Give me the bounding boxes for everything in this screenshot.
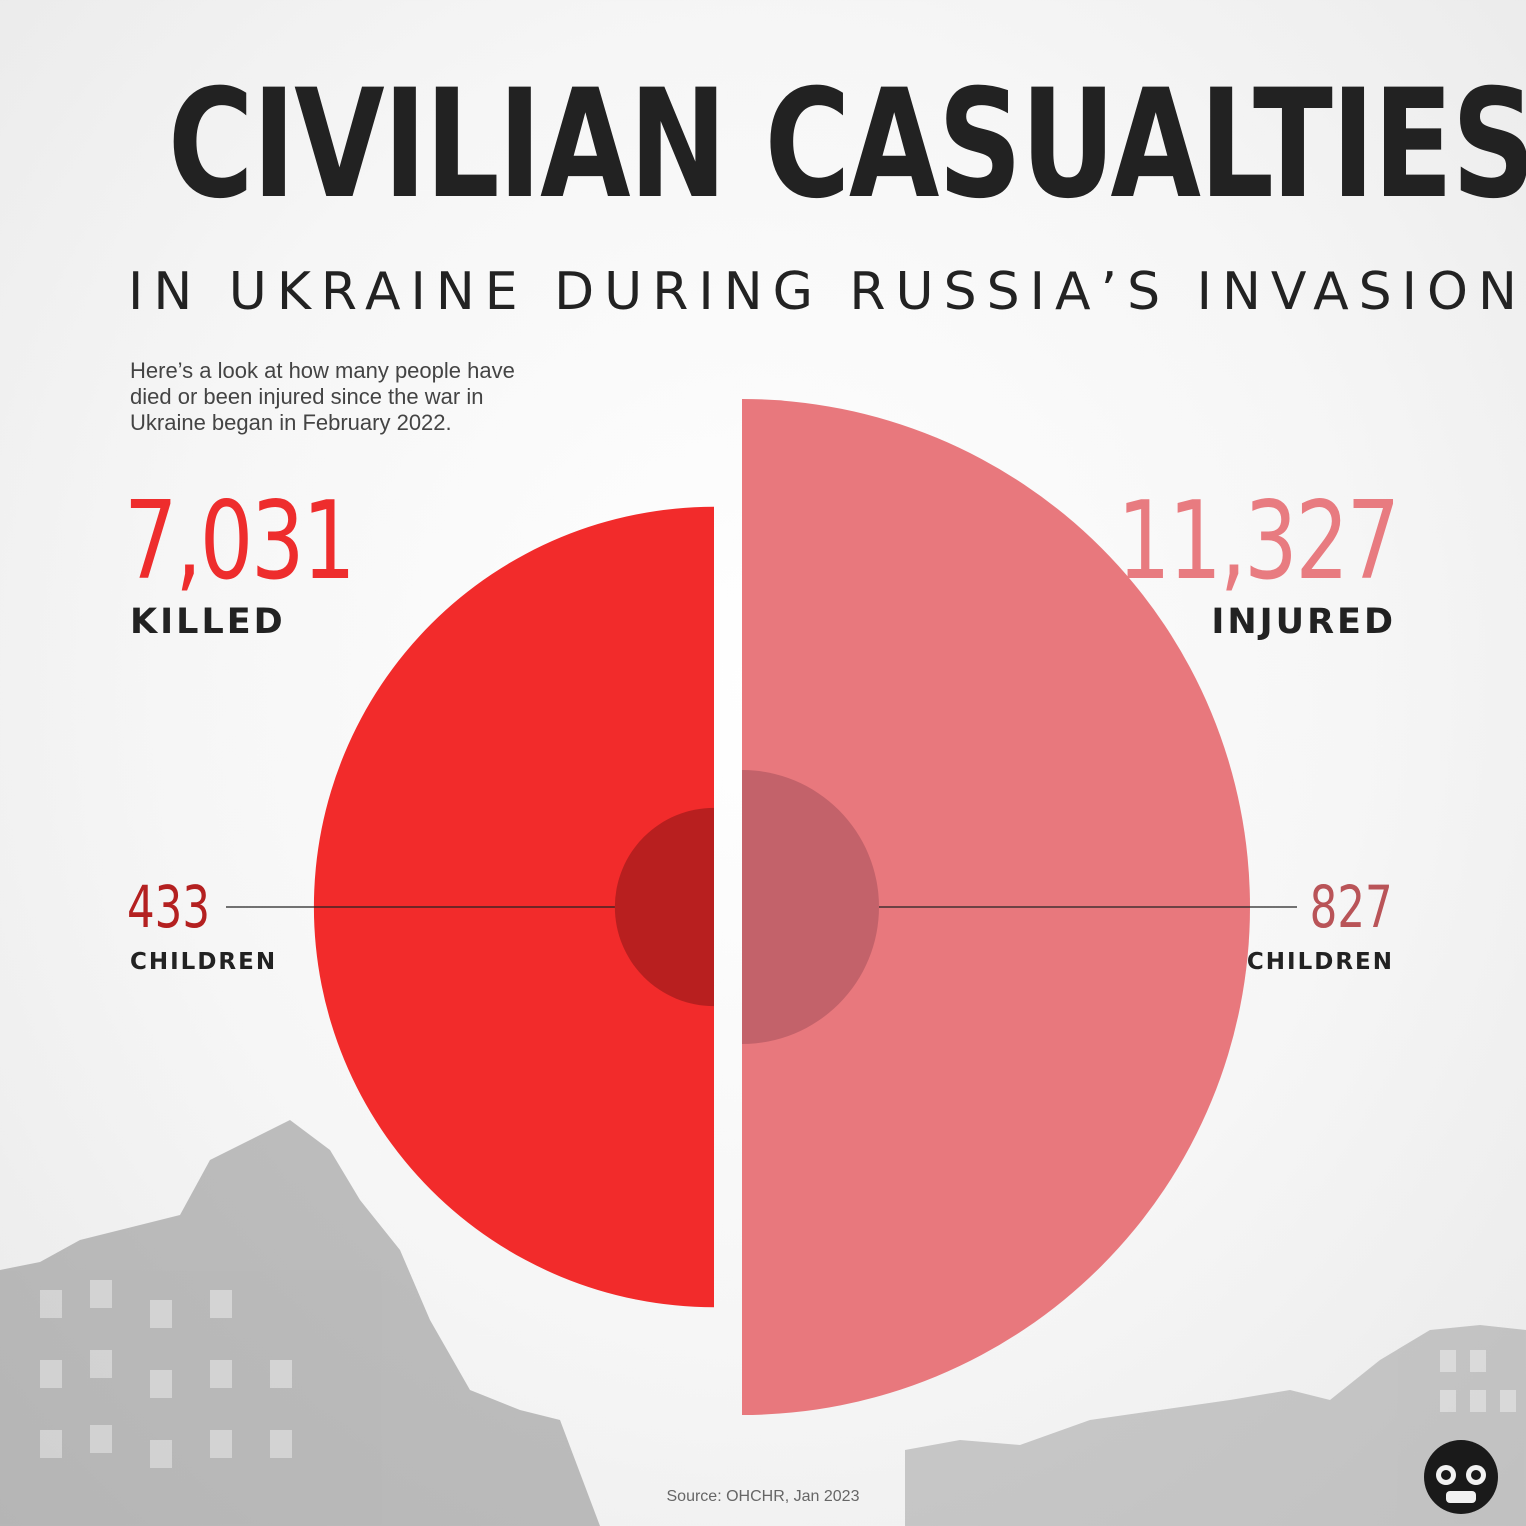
intro-text: Here’s a look at how many people have di…: [130, 358, 515, 435]
killed-children-half-circle: [614, 807, 714, 1007]
injured-children-half-circle: [742, 770, 879, 1044]
injured-children-label: CHILDREN: [1246, 949, 1394, 975]
source-note: Source: OHCHR, Jan 2023: [666, 1488, 860, 1505]
killed-children-label: CHILDREN: [130, 949, 278, 975]
destroyed-building-left-icon: [0, 1120, 600, 1526]
killed-label: KILLED: [130, 602, 286, 642]
injured-total: 11,327: [1117, 479, 1400, 604]
page-title: CIVILIAN CASUALTIES: [167, 58, 1526, 232]
injured-children-count: 827: [1309, 873, 1393, 941]
killed-total: 7,031: [124, 479, 356, 604]
binoculars-logo-icon: [1424, 1440, 1498, 1514]
injured-label: INJURED: [1211, 602, 1396, 642]
destroyed-building-right-icon: [905, 1325, 1526, 1526]
page-subtitle: IN UKRAINE DURING RUSSIA’S INVASION: [128, 262, 1526, 322]
killed-children-count: 433: [127, 873, 211, 941]
